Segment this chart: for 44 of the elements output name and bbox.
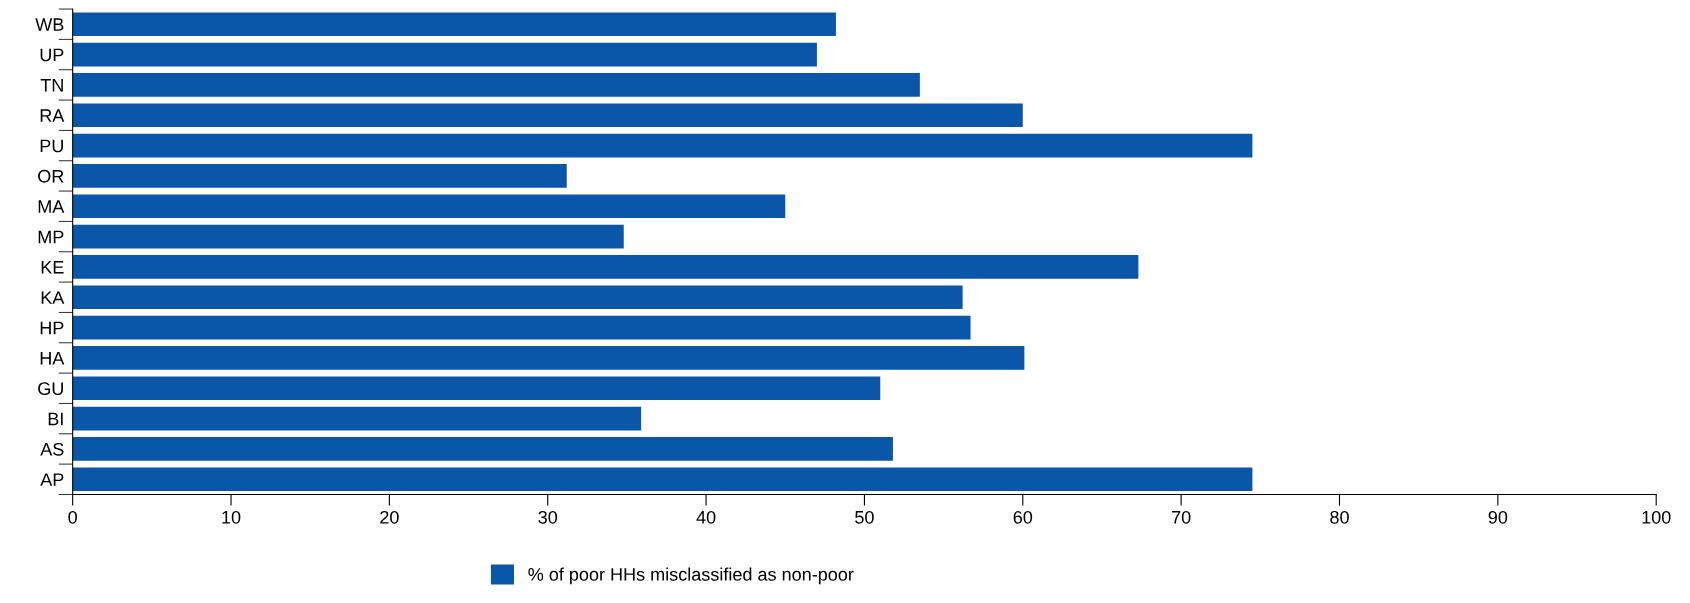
x-tick-label: 50	[855, 510, 874, 524]
bar	[72, 315, 971, 340]
y-tick-label: RA	[40, 109, 65, 122]
bar	[72, 12, 836, 37]
bar	[72, 255, 1139, 279]
bar	[72, 164, 567, 188]
x-tick-label: 60	[1013, 510, 1033, 524]
bar	[72, 285, 963, 310]
y-tick-label: GU	[38, 382, 63, 395]
y-tick-label: WB	[35, 18, 64, 31]
x-tick-label: 70	[1172, 510, 1191, 524]
bar	[72, 133, 1253, 158]
x-tick-label: 100	[1642, 510, 1671, 524]
y-tick-label: KA	[41, 291, 65, 304]
x-tick-label: 40	[696, 510, 716, 524]
bar	[72, 224, 624, 249]
x-tick-label: 20	[380, 510, 399, 524]
y-tick-label: AS	[40, 442, 64, 456]
bar	[72, 73, 920, 97]
y-tick-label: MP	[38, 230, 64, 244]
bar	[72, 103, 1023, 128]
y-tick-label: AP	[40, 473, 64, 486]
y-tick-label: HP	[40, 321, 64, 335]
y-tick-label: BI	[48, 412, 63, 426]
y-tick-label: UP	[40, 48, 64, 62]
y-tick-label: KE	[41, 261, 64, 274]
x-tick-label: 0	[68, 510, 77, 524]
bar	[72, 437, 893, 461]
y-tick-label: PU	[40, 139, 63, 153]
bar	[72, 194, 786, 219]
x-tick-label: 30	[538, 510, 558, 524]
y-tick-label: HA	[40, 352, 65, 365]
legend-label: % of poor HHs misclassified as non-poor	[528, 567, 854, 585]
bar	[72, 406, 642, 431]
y-tick-label: MA	[38, 200, 65, 213]
x-tick-label: 90	[1488, 510, 1508, 524]
bar	[72, 346, 1025, 370]
y-tick-label: OR	[38, 169, 64, 183]
bar	[72, 376, 881, 401]
bar	[72, 467, 1253, 492]
x-tick-label: 80	[1330, 510, 1349, 524]
x-tick-label: 10	[222, 510, 241, 524]
bar	[72, 42, 817, 67]
y-tick-label: TN	[40, 79, 63, 92]
